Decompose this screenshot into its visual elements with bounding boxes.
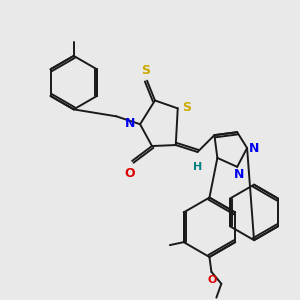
Text: O: O — [208, 275, 217, 285]
Text: S: S — [142, 64, 151, 77]
Text: N: N — [234, 168, 244, 181]
Text: S: S — [182, 101, 191, 114]
Text: O: O — [124, 167, 134, 180]
Text: N: N — [249, 142, 259, 154]
Text: H: H — [193, 162, 202, 172]
Text: N: N — [125, 117, 135, 130]
